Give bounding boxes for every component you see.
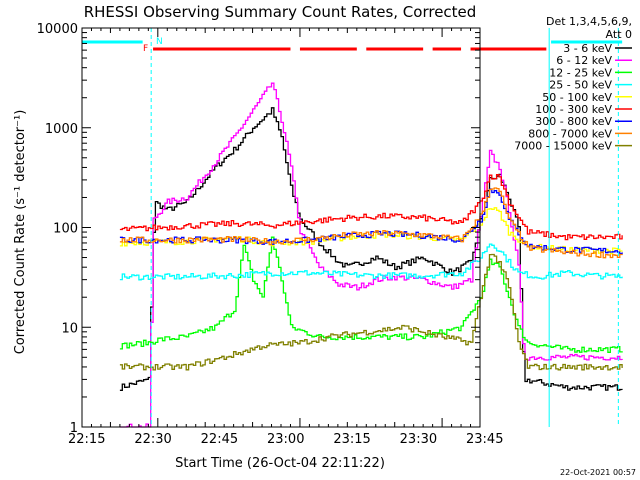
series-line-8 — [119, 253, 623, 371]
series-line-3 — [119, 243, 623, 281]
y-tick-label-4: 10000 — [37, 22, 78, 37]
series-line-1 — [119, 82, 623, 428]
series-line-2 — [119, 236, 623, 353]
footer-stamp: 22-Oct-2021 00:57 — [560, 468, 636, 477]
y-tick-label-1: 10 — [61, 321, 78, 336]
x-axis-label: Start Time (26-Oct-04 22:11:22) — [175, 456, 385, 471]
series-line-0 — [119, 107, 623, 391]
legend-label-5: 100 - 300 keV — [535, 103, 612, 116]
x-tick-label-4: 23:15 — [333, 432, 370, 447]
legend-label-1: 6 - 12 keV — [556, 54, 612, 67]
legend-label-3: 25 - 50 keV — [549, 79, 612, 92]
legend-label-8: 7000 - 15000 keV — [514, 140, 612, 153]
chart-title: RHESSI Observing Summary Count Rates, Co… — [84, 3, 477, 21]
flag-label-f: F — [143, 44, 148, 54]
x-tick-label-1: 22:30 — [134, 432, 171, 447]
x-tick-label-2: 22:45 — [201, 432, 238, 447]
legend-label-2: 12 - 25 keV — [549, 66, 612, 79]
x-tick-label-5: 23:30 — [400, 432, 437, 447]
x-tick-label-3: 23:00 — [267, 432, 304, 447]
legend-label-6: 300 - 800 keV — [535, 115, 612, 128]
y-axis-label: Corrected Count Rate (s⁻¹ detector⁻¹) — [13, 110, 28, 355]
series-line-5 — [119, 173, 623, 241]
legend-label-7: 800 - 7000 keV — [528, 127, 612, 140]
y-tick-label-0: 1 — [70, 421, 78, 436]
x-tick-label-6: 23:45 — [466, 432, 503, 447]
y-tick-label-3: 1000 — [45, 122, 78, 137]
legend-header-line1: Det 1,3,4,5,6,9, — [546, 15, 632, 28]
x-tick-label-0: 22:15 — [68, 432, 105, 447]
flag-label-n: N — [156, 37, 163, 47]
y-tick-label-2: 100 — [53, 222, 78, 237]
legend-label-4: 50 - 100 keV — [542, 91, 612, 104]
legend-header-line2: Att 0 — [606, 28, 632, 41]
legend-label-0: 3 - 6 keV — [563, 42, 612, 55]
series-line-7 — [119, 187, 623, 259]
